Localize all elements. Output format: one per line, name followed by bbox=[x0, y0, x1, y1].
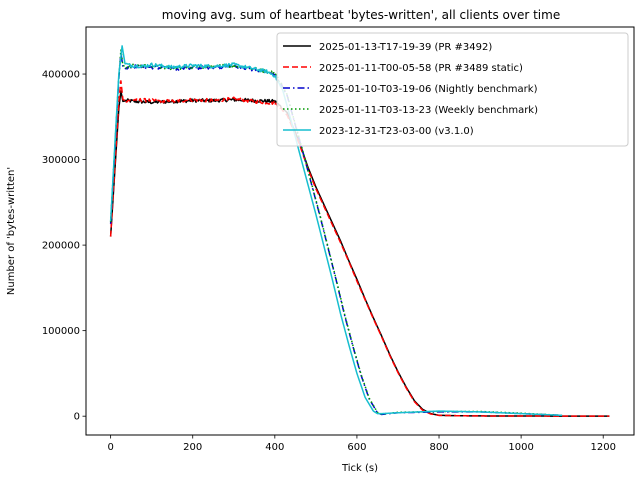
plot-frame bbox=[85, 26, 635, 436]
y-tick-label: 100000 bbox=[42, 326, 80, 337]
series-line-2 bbox=[109, 80, 610, 417]
x-tick-label: 800 bbox=[429, 442, 448, 453]
legend-label-3: 2025-01-10-T03-19-06 (Nightly benchmark) bbox=[319, 84, 538, 95]
series-line-5 bbox=[109, 45, 563, 417]
y-tick-label: 0 bbox=[74, 412, 80, 423]
legend: 2025-01-13-T17-19-39 (PR #3492) 2025-01-1… bbox=[276, 32, 629, 147]
x-tick-label: 400 bbox=[265, 442, 284, 453]
legend-label-2: 2025-01-11-T00-05-58 (PR #3489 static) bbox=[319, 63, 523, 74]
legend-label-5: 2023-12-31-T23-03-00 (v3.1.0) bbox=[319, 126, 474, 137]
x-tick-label: 0 bbox=[107, 442, 113, 453]
y-tick-label: 200000 bbox=[42, 241, 80, 252]
x-tick-label: 200 bbox=[183, 442, 202, 453]
plot-area bbox=[85, 26, 635, 436]
legend-label-4: 2025-01-11-T03-13-23 (Weekly benchmark) bbox=[319, 105, 538, 116]
legend-label-1: 2025-01-13-T17-19-39 (PR #3492) bbox=[319, 42, 492, 53]
x-tick-label: 600 bbox=[347, 442, 366, 453]
x-tick-label: 1200 bbox=[590, 442, 615, 453]
y-axis-label: Number of 'bytes-written' bbox=[6, 167, 17, 295]
y-axis: 0 100000 200000 300000 400000 bbox=[42, 70, 86, 423]
x-axis: 0 200 400 600 800 1000 1200 bbox=[107, 435, 616, 453]
legend-box bbox=[276, 32, 629, 147]
y-tick-label: 400000 bbox=[42, 70, 80, 81]
series-layer bbox=[109, 45, 610, 417]
x-tick-label: 1000 bbox=[508, 442, 533, 453]
chart-title: moving avg. sum of heartbeat 'bytes-writ… bbox=[162, 8, 560, 22]
x-axis-label: Tick (s) bbox=[341, 463, 378, 474]
y-tick-label: 300000 bbox=[42, 155, 80, 166]
